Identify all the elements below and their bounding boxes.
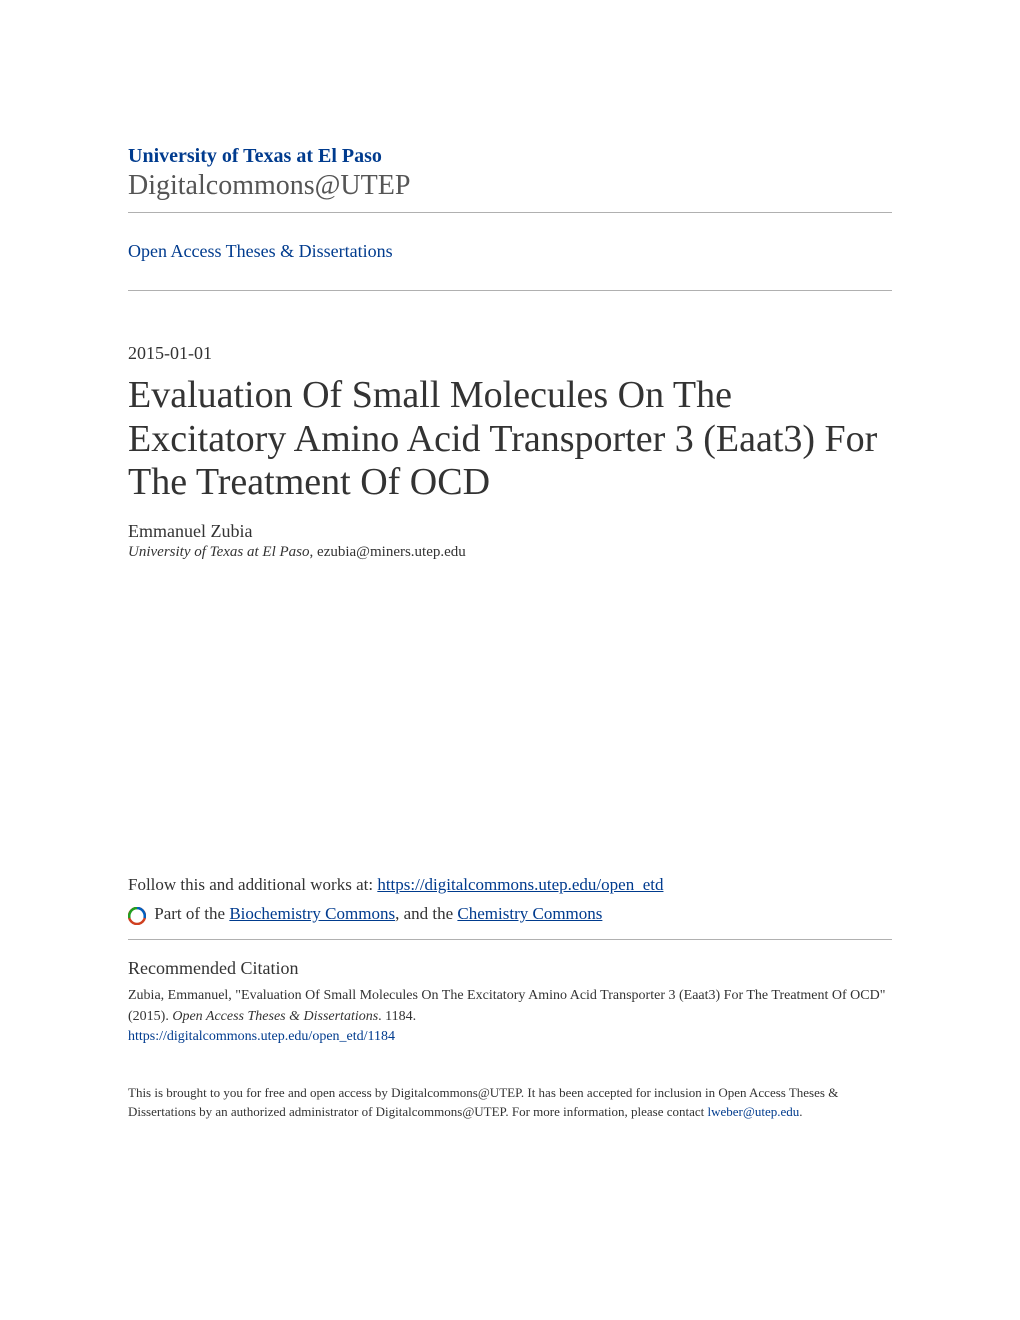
collection-section: Open Access Theses & Dissertations [128, 223, 892, 280]
author-email-separator: , [310, 544, 318, 560]
divider-citation [128, 939, 892, 940]
citation-heading: Recommended Citation [128, 958, 892, 979]
collection-link[interactable]: Open Access Theses & Dissertations [128, 241, 393, 261]
footer-email-link[interactable]: lweber@utep.edu [708, 1104, 800, 1119]
author-affiliation: University of Texas at El Paso, ezubia@m… [128, 544, 892, 561]
commons-middle: , and the [395, 904, 457, 923]
university-name[interactable]: University of Texas at El Paso [128, 145, 892, 168]
author-name: Emmanuel Zubia [128, 521, 892, 542]
network-icon[interactable] [128, 906, 146, 924]
citation-url-link[interactable]: https://digitalcommons.utep.edu/open_etd… [128, 1029, 892, 1045]
commons-link-2[interactable]: Chemistry Commons [457, 904, 602, 923]
part-of-prefix: Part of the [150, 904, 229, 923]
author-email: ezubia@miners.utep.edu [317, 544, 466, 560]
follow-prefix: Follow this and additional works at: [128, 875, 377, 894]
follow-url-link[interactable]: https://digitalcommons.utep.edu/open_etd [377, 875, 663, 894]
citation-series: Open Access Theses & Dissertations [172, 1009, 378, 1024]
divider-top [128, 212, 892, 213]
document-title: Evaluation Of Small Molecules On The Exc… [128, 374, 892, 505]
document-date: 2015-01-01 [128, 343, 892, 364]
header-section: University of Texas at El Paso Digitalco… [128, 145, 892, 202]
footer-text: This is brought to you for free and open… [128, 1083, 892, 1122]
commons-link-1[interactable]: Biochemistry Commons [229, 904, 395, 923]
citation-text: Zubia, Emmanuel, "Evaluation Of Small Mo… [128, 985, 892, 1027]
divider-bottom [128, 290, 892, 291]
repository-name[interactable]: Digitalcommons@UTEP [128, 170, 892, 202]
follow-section: Follow this and additional works at: htt… [128, 871, 892, 929]
footer-part2: . [799, 1104, 802, 1119]
citation-section: Recommended Citation Zubia, Emmanuel, "E… [128, 958, 892, 1045]
affiliation-text: University of Texas at El Paso [128, 544, 310, 560]
citation-part2: . 1184. [378, 1009, 416, 1024]
